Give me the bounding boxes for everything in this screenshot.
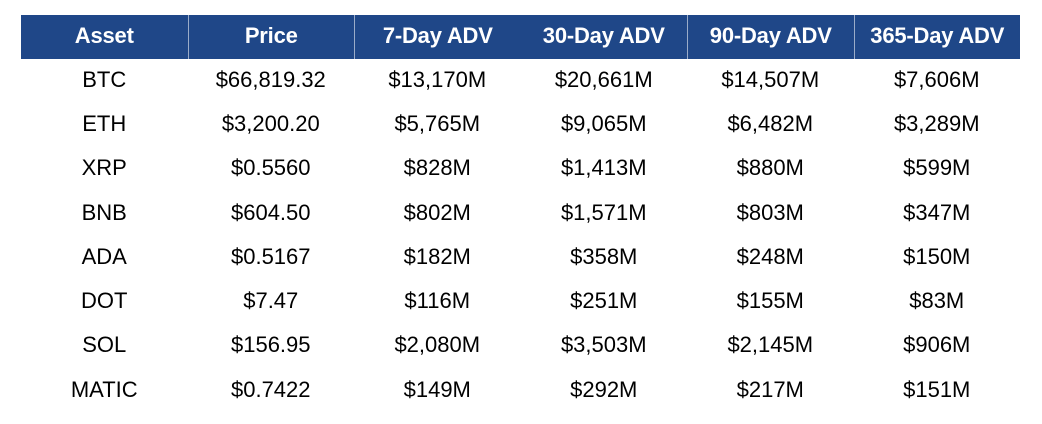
value-cell: $248M: [687, 236, 854, 281]
value-cell: $13,170M: [354, 59, 521, 104]
value-cell: $880M: [687, 147, 854, 192]
asset-adv-table: Asset Price 7-Day ADV 30-Day ADV 90-Day ADV 3…: [21, 15, 1020, 414]
asset-name-cell: ETH: [21, 103, 188, 148]
column-header-price: Price: [187, 15, 354, 59]
value-cell: $251M: [520, 280, 687, 325]
table-body: BTC $66,819.32 $13,170M $20,661M $14,507M $7,…: [21, 59, 1020, 414]
value-cell: $1,571M: [520, 191, 687, 237]
value-cell: $2,145M: [687, 324, 854, 370]
value-cell: $149M: [354, 369, 521, 414]
asset-name-cell: BTC: [21, 59, 188, 104]
table-row-xrp: XRP $0.5560 $828M $1,413M $880M $599M: [21, 147, 1020, 192]
value-cell: $5,765M: [354, 103, 521, 148]
value-cell: $2,080M: [354, 324, 521, 370]
table-row-btc: BTC $66,819.32 $13,170M $20,661M $14,507M $7,…: [21, 59, 1020, 104]
table-row-bnb: BNB $604.50 $802M $1,571M $803M $347M: [21, 191, 1020, 237]
value-cell: $151M: [853, 369, 1020, 414]
value-cell: $3,503M: [520, 324, 687, 370]
value-cell: $66,819.32: [187, 59, 354, 104]
column-header-90-day-adv: 90-Day ADV: [687, 15, 854, 59]
value-cell: $828M: [354, 147, 521, 192]
table-header-row: Asset Price 7-Day ADV 30-Day ADV 90-Day ADV 3…: [21, 15, 1020, 59]
value-cell: $150M: [853, 236, 1020, 281]
value-cell: $155M: [687, 280, 854, 325]
asset-name-cell: XRP: [21, 147, 188, 192]
column-header-asset: Asset: [21, 15, 188, 59]
table-row-dot: DOT $7.47 $116M $251M $155M $83M: [21, 280, 1020, 325]
value-cell: $156.95: [187, 324, 354, 370]
asset-name-cell: MATIC: [21, 369, 188, 414]
asset-name-cell: DOT: [21, 280, 188, 325]
table-row-ada: ADA $0.5167 $182M $358M $248M $150M: [21, 236, 1020, 281]
value-cell: $217M: [687, 369, 854, 414]
column-header-365-day-adv: 365-Day ADV: [853, 15, 1020, 59]
table-header: Asset Price 7-Day ADV 30-Day ADV 90-Day ADV 3…: [21, 15, 1020, 59]
asset-name-cell: SOL: [21, 324, 188, 370]
table-row-eth: ETH $3,200.20 $5,765M $9,065M $6,482M $3,289M: [21, 103, 1020, 148]
value-cell: $83M: [853, 280, 1020, 325]
value-cell: $906M: [853, 324, 1020, 370]
value-cell: $9,065M: [520, 103, 687, 148]
value-cell: $803M: [687, 191, 854, 237]
value-cell: $292M: [520, 369, 687, 414]
asset-name-cell: ADA: [21, 236, 188, 281]
value-cell: $604.50: [187, 191, 354, 237]
table-row-matic: MATIC $0.7422 $149M $292M $217M $151M: [21, 369, 1020, 414]
table-row-sol: SOL $156.95 $2,080M $3,503M $2,145M $906M: [21, 324, 1020, 370]
asset-name-cell: BNB: [21, 191, 188, 237]
value-cell: $358M: [520, 236, 687, 281]
value-cell: $7.47: [187, 280, 354, 325]
value-cell: $116M: [354, 280, 521, 325]
value-cell: $0.5560: [187, 147, 354, 192]
value-cell: $20,661M: [520, 59, 687, 104]
value-cell: $6,482M: [687, 103, 854, 148]
column-header-7-day-adv: 7-Day ADV: [354, 15, 521, 59]
value-cell: $1,413M: [520, 147, 687, 192]
value-cell: $3,200.20: [187, 103, 354, 148]
value-cell: $802M: [354, 191, 521, 237]
value-cell: $347M: [853, 191, 1020, 237]
value-cell: $182M: [354, 236, 521, 281]
value-cell: $0.5167: [187, 236, 354, 281]
value-cell: $599M: [853, 147, 1020, 192]
value-cell: $14,507M: [687, 59, 854, 104]
column-header-30-day-adv: 30-Day ADV: [520, 15, 687, 59]
value-cell: $7,606M: [853, 59, 1020, 104]
value-cell: $3,289M: [853, 103, 1020, 148]
value-cell: $0.7422: [187, 369, 354, 414]
asset-adv-table-container: Asset Price 7-Day ADV 30-Day ADV 90-Day ADV 3…: [21, 15, 1020, 414]
